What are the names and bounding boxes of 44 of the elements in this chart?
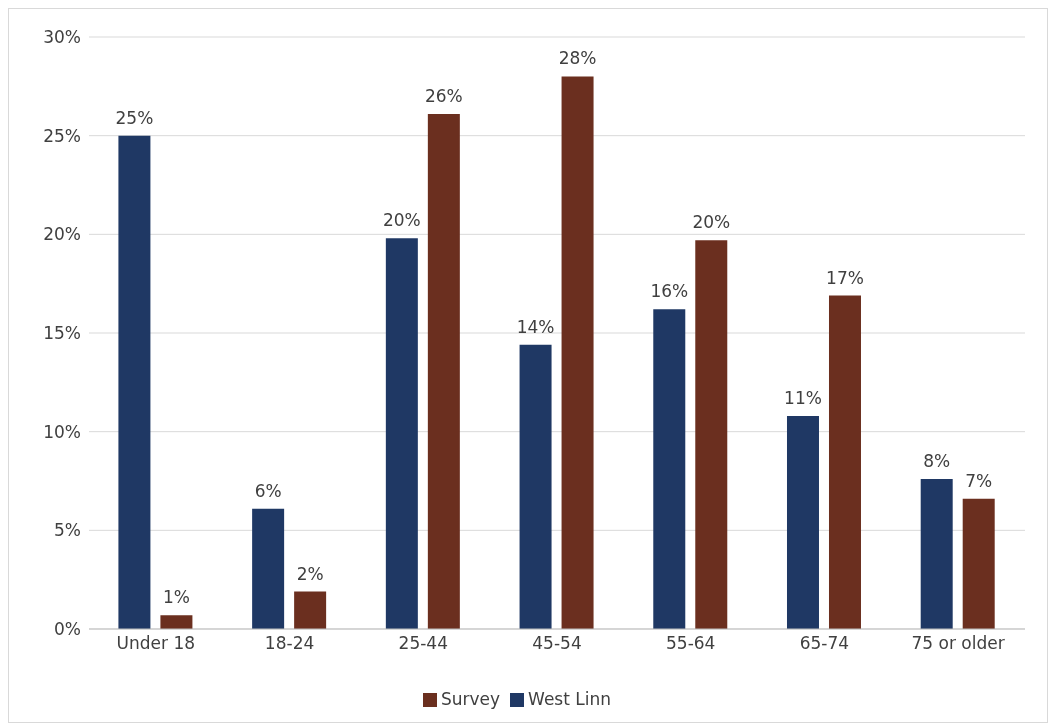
- x-tick-label: 18-24: [264, 633, 315, 654]
- x-tick-label: Under 18: [116, 633, 196, 654]
- data-label: 17%: [826, 267, 864, 288]
- legend-label: West Linn: [528, 689, 612, 709]
- bar: [427, 113, 460, 629]
- x-tick-label: 55-64: [666, 633, 716, 654]
- y-tick-label: 5%: [54, 520, 81, 541]
- y-tick-label: 30%: [43, 27, 81, 48]
- bar: [385, 238, 418, 629]
- x-tick-label: 45-54: [532, 633, 582, 654]
- bar: [962, 498, 995, 629]
- y-tick-label: 20%: [43, 224, 81, 245]
- bar: [786, 415, 819, 629]
- data-label: 16%: [650, 281, 689, 302]
- data-label: 1%: [162, 587, 190, 608]
- y-tick-label: 15%: [43, 323, 81, 344]
- data-label: 26%: [424, 85, 463, 106]
- data-label: 8%: [923, 451, 951, 472]
- bar: [653, 309, 686, 629]
- bar: [920, 479, 953, 629]
- data-label: 11%: [784, 387, 822, 408]
- x-tick-label: 75 or older: [911, 633, 1005, 654]
- bar: [118, 135, 151, 629]
- data-label: 25%: [115, 107, 154, 128]
- bar: [294, 591, 327, 629]
- x-tick-label: 25-44: [398, 633, 448, 654]
- bar: [160, 615, 193, 629]
- bar: [252, 508, 285, 629]
- data-label: 7%: [965, 470, 993, 491]
- data-label: 14%: [516, 316, 555, 337]
- y-tick-label: 25%: [43, 125, 81, 146]
- y-tick-label: 10%: [43, 421, 81, 442]
- bar: [561, 76, 594, 629]
- data-label: 28%: [558, 48, 597, 69]
- data-label: 2%: [296, 563, 324, 584]
- bar: [519, 344, 552, 629]
- bar: [828, 295, 861, 629]
- legend-label: Survey: [440, 689, 501, 709]
- data-label: 6%: [254, 480, 282, 501]
- data-label: 20%: [692, 212, 731, 233]
- y-tick-label: 0%: [54, 619, 81, 640]
- bar: [695, 240, 728, 629]
- data-label: 20%: [382, 210, 421, 231]
- x-tick-label: 65-74: [799, 633, 850, 654]
